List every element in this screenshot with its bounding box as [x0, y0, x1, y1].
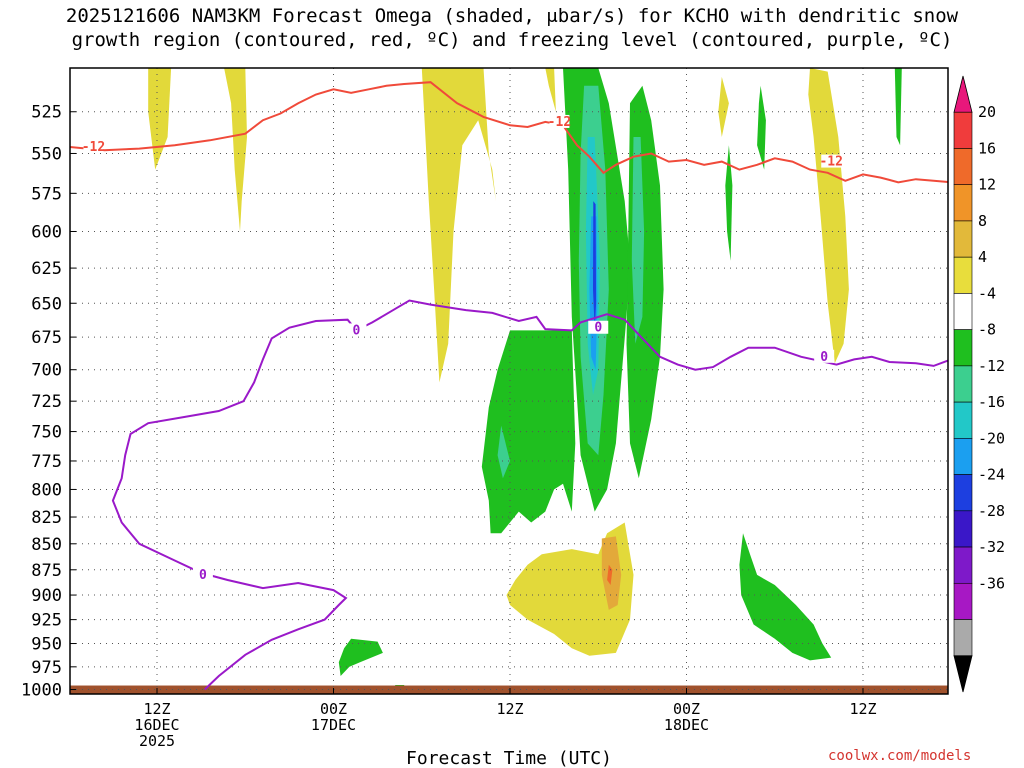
omega-shade-3 — [421, 68, 496, 383]
omega-shade-15 — [626, 85, 664, 479]
omega-shade-17 — [757, 85, 766, 170]
omega-shade-6 — [808, 68, 849, 364]
omega-shade-2 — [224, 68, 247, 232]
y-tick-label: 775 — [31, 452, 62, 472]
title-line-1: 2025121606 NAM3KM Forecast Omega (shaded… — [65, 5, 959, 27]
colorbar-band — [953, 329, 973, 367]
x-tick-label: 12Z — [496, 700, 523, 718]
y-tick-label: 975 — [31, 658, 62, 678]
colorbar-band — [953, 184, 973, 222]
x-tick-label: 16DEC — [134, 716, 179, 734]
freezing-label-2: 0 — [594, 321, 602, 336]
omega-shade-19 — [1020, 382, 1024, 425]
x-axis-label: Forecast Time (UTC) — [406, 748, 612, 768]
x-tick-label: 17DEC — [311, 716, 356, 734]
colorbar-band — [953, 293, 973, 330]
y-tick-label: 650 — [31, 294, 62, 314]
freezing-label-4: 0 — [199, 568, 207, 583]
colorbar-band — [953, 365, 973, 403]
omega-shade-18 — [894, 68, 902, 146]
omega-shade-16 — [725, 145, 733, 261]
colorbar-label: -32 — [978, 538, 1005, 556]
freezing-level-contour-line — [111, 299, 948, 691]
y-tick-label: 875 — [31, 561, 62, 581]
y-tick-label: 575 — [31, 184, 62, 204]
y-tick-label: 850 — [31, 535, 62, 555]
y-tick-label: 900 — [31, 586, 62, 606]
colorbar-band — [953, 438, 973, 475]
x-tick-label: 00Z — [673, 700, 700, 718]
plot-frame — [69, 67, 949, 695]
colorbar-band — [953, 619, 973, 657]
omega-shade-21 — [338, 638, 383, 676]
colorbar-band — [953, 474, 973, 512]
dgz-label-2: -12 — [548, 115, 571, 130]
plot-area: -12 -12 -12 0 0 0 0 — [70, 68, 1024, 694]
y-tick-label: 800 — [31, 480, 62, 500]
y-tick-label: 825 — [31, 508, 62, 528]
x-tick-label: 2025 — [139, 732, 175, 750]
omega-shade-20 — [739, 533, 832, 661]
dgz-label-3: -12 — [819, 155, 842, 170]
colorbar-label: 12 — [978, 176, 996, 194]
y-tick-label: 950 — [31, 635, 62, 655]
colorbar-band — [953, 256, 973, 294]
x-tick-label: 12Z — [143, 700, 170, 718]
y-tick-label: 925 — [31, 611, 62, 631]
y-tick-label: 525 — [31, 103, 62, 123]
colorbar-label: -12 — [978, 357, 1005, 375]
x-tick-label: 00Z — [320, 700, 347, 718]
omega-shade-5 — [718, 76, 729, 137]
credit-text: coolwx.com/models — [828, 748, 972, 764]
colorbar-band — [953, 401, 973, 439]
y-tick-label: 675 — [31, 328, 62, 348]
colorbar-band — [953, 510, 973, 548]
colorbar-band — [953, 148, 973, 186]
y-tick-label: 625 — [31, 259, 62, 279]
omega-shade-24 — [497, 425, 510, 479]
colorbar-label: -24 — [978, 466, 1005, 484]
colorbar-label: 16 — [978, 139, 996, 157]
y-tick-label: 550 — [31, 144, 62, 164]
colorbar-label: -36 — [978, 574, 1005, 592]
title-line-2: growth region (contoured, red, ºC) and f… — [71, 29, 953, 51]
colorbar-label: -4 — [978, 284, 996, 302]
colorbar-label: -28 — [978, 502, 1005, 520]
dgz-label-1: -12 — [82, 140, 105, 155]
y-tick-label: 725 — [31, 392, 62, 412]
colorbar-bottom-triangle — [953, 655, 973, 693]
freezing-label-3: 0 — [820, 350, 828, 365]
omega-shade-1 — [148, 68, 172, 170]
colorbar-top-triangle — [953, 75, 973, 113]
omega-shade-12 — [607, 564, 613, 585]
colorbar-label: 20 — [978, 103, 996, 121]
y-tick-label: 750 — [31, 423, 62, 443]
colorbar-label: -8 — [978, 321, 996, 339]
colorbar-label: -16 — [978, 393, 1005, 411]
colorbar-band — [953, 582, 973, 620]
colorbar-band — [953, 111, 973, 149]
y-tick-label: 600 — [31, 222, 62, 242]
colorbar-band — [953, 220, 973, 258]
colorbar-label: 4 — [978, 248, 987, 266]
y-tick-label: 1000 — [21, 681, 62, 701]
omega-shade-23 — [631, 137, 645, 344]
omega-shade-10 — [506, 522, 634, 656]
chart-title: 2025121606 NAM3KM Forecast Omega (shaded… — [0, 4, 1024, 52]
colorbar-label: 8 — [978, 212, 987, 230]
colorbar-band — [953, 546, 973, 584]
freezing-label-1: 0 — [353, 323, 361, 338]
dgz-contour-line — [70, 81, 948, 184]
y-tick-label: 700 — [31, 361, 62, 381]
omega-shade-4 — [545, 68, 556, 112]
omega-shade-27 — [593, 201, 597, 331]
omega-shade-14 — [481, 330, 576, 534]
x-tick-label: 18DEC — [664, 716, 709, 734]
x-tick-label: 12Z — [849, 700, 876, 718]
grid — [70, 68, 948, 694]
colorbar-label: -20 — [978, 429, 1005, 447]
